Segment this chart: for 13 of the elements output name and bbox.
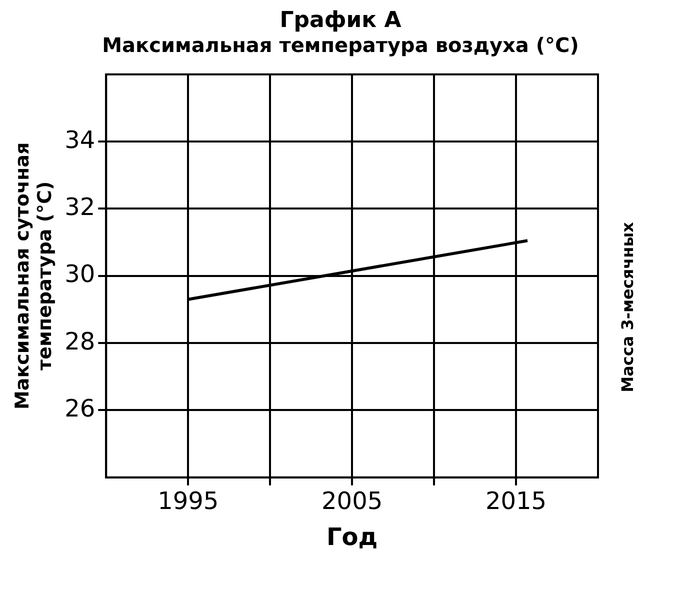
chart-title: График A (278, 8, 402, 33)
y-tick-label: 34 (64, 126, 96, 154)
y-axis-title: Максимальная суточная температура (°C) (11, 142, 56, 410)
x-tick-label: 2005 (322, 487, 383, 516)
y-tick-label: 26 (64, 394, 96, 422)
y-tick-label: 30 (64, 260, 96, 288)
text: Масса 3-месячных (618, 222, 637, 392)
x-axis-title: Год (326, 522, 378, 551)
y-tick-label: 32 (64, 192, 96, 221)
x-tick-label: 2015 (485, 487, 547, 516)
chart-subtitle: Максимальная температура воздуха (°C) (101, 33, 580, 57)
x-tick-label: 1995 (158, 487, 219, 516)
y-tick-label: 28 (64, 327, 96, 356)
